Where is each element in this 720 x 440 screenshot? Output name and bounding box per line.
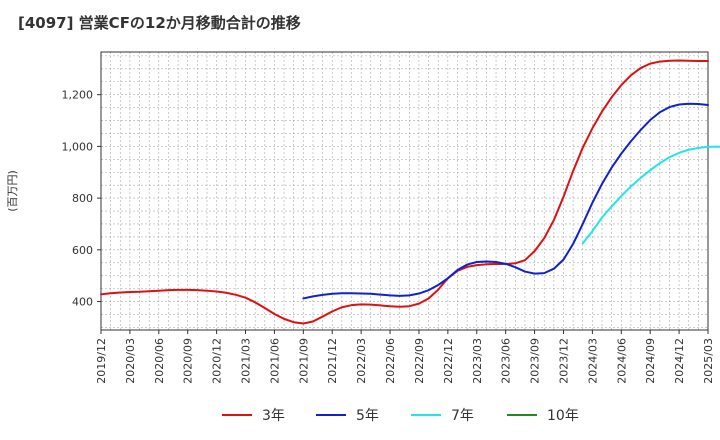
x-tick-label: 2022/12: [442, 338, 455, 384]
x-tick-label: 2020/09: [182, 338, 195, 384]
x-tick-label: 2024/03: [586, 338, 599, 384]
x-tick-label: 2020/06: [153, 338, 166, 384]
series-line-2: [302, 102, 709, 300]
grid: [101, 52, 708, 330]
y-tick-label: 1,200: [62, 89, 94, 102]
y-tick-label: 400: [72, 296, 93, 309]
x-tick-label: 2022/09: [413, 338, 426, 384]
x-tick-label: 2021/09: [297, 338, 310, 384]
x-tick-label: 2021/06: [268, 338, 281, 384]
legend-label-4: 10年: [547, 408, 579, 424]
x-tick-label: 2019/12: [95, 338, 108, 384]
x-tick-label: 2025/03: [702, 338, 715, 384]
series-line-1: [100, 59, 709, 325]
x-tick-label: 2020/12: [211, 338, 224, 384]
legend-label-3: 7年: [451, 408, 474, 424]
y-tick-label: 1,000: [62, 140, 94, 153]
x-tick-label: 2021/12: [326, 338, 339, 384]
chart-title: [4097] 営業CFの12か月移動合計の推移: [18, 14, 301, 32]
x-tick-label: 2022/06: [384, 338, 397, 384]
x-tick-label: 2023/12: [557, 338, 570, 384]
legend: 3年 5年 7年 10年: [222, 408, 579, 424]
y-axis-label: (百万円): [6, 170, 19, 212]
axes: 400 600 800 1,000 1,200 2019/12 2020/03 2020/06…: [6, 51, 715, 384]
y-tick-label: 800: [72, 192, 93, 205]
x-tick-label: 2023/06: [500, 338, 513, 384]
legend-label-2: 5年: [356, 408, 379, 424]
x-tick-label: 2023/03: [471, 338, 484, 384]
series-layer: [100, 59, 720, 325]
x-tick-label: 2024/12: [673, 338, 686, 384]
series-line-3: [581, 145, 720, 245]
y-tick-label: 600: [72, 244, 93, 257]
x-tick-label: 2022/03: [355, 338, 368, 384]
x-tick-label: 2024/06: [615, 338, 628, 384]
x-tick-label: 2024/09: [644, 338, 657, 384]
legend-label-1: 3年: [262, 408, 285, 424]
plot-frame: [100, 51, 709, 331]
x-tick-label: 2020/03: [124, 338, 137, 384]
x-tick-label: 2023/09: [529, 338, 542, 384]
x-tick-label: 2021/03: [240, 338, 253, 384]
